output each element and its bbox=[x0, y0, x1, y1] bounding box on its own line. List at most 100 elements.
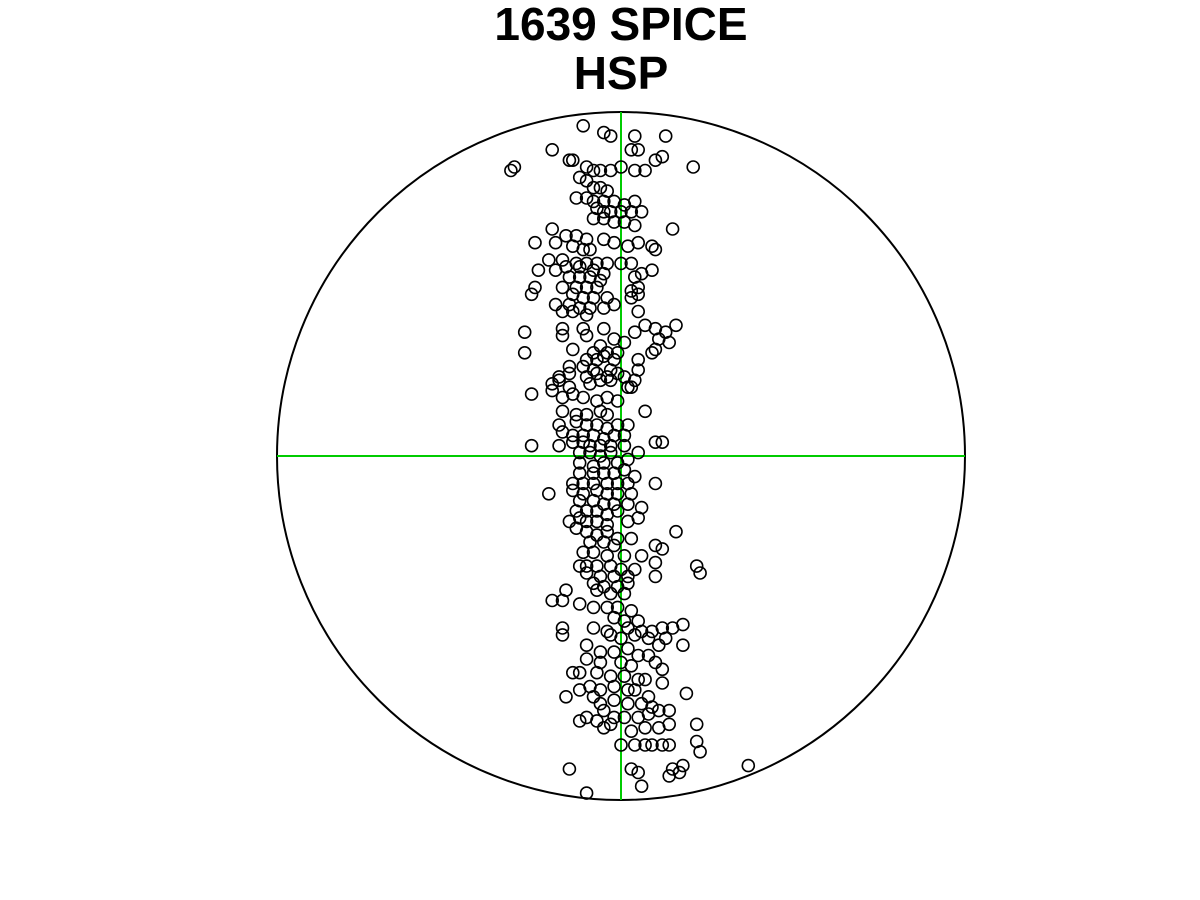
data-point bbox=[593, 696, 608, 711]
data-point bbox=[638, 738, 652, 752]
data-point bbox=[607, 679, 621, 694]
data-point bbox=[593, 683, 608, 697]
data-point bbox=[655, 676, 670, 690]
data-point bbox=[610, 531, 625, 546]
data-point bbox=[645, 239, 659, 253]
data-point bbox=[576, 390, 591, 405]
data-point bbox=[586, 194, 601, 209]
data-point bbox=[648, 153, 663, 167]
data-point bbox=[669, 318, 683, 333]
data-point bbox=[576, 242, 591, 257]
data-point bbox=[548, 297, 563, 312]
data-point bbox=[572, 301, 587, 315]
data-point bbox=[627, 373, 642, 388]
data-point bbox=[603, 445, 618, 460]
data-point bbox=[528, 235, 542, 250]
data-point bbox=[586, 163, 601, 178]
data-point bbox=[631, 765, 646, 780]
data-point bbox=[676, 617, 690, 632]
data-point bbox=[648, 476, 663, 491]
data-point bbox=[576, 321, 591, 336]
data-point bbox=[596, 720, 611, 735]
data-point bbox=[517, 325, 532, 340]
data-point bbox=[621, 621, 635, 635]
data-point bbox=[583, 242, 597, 257]
data-points bbox=[504, 119, 756, 800]
data-point bbox=[596, 456, 611, 470]
data-point bbox=[586, 180, 601, 195]
data-point bbox=[634, 548, 649, 563]
data-point bbox=[569, 191, 584, 205]
data-point bbox=[603, 129, 618, 143]
data-point bbox=[648, 342, 663, 357]
data-point bbox=[579, 352, 594, 367]
data-point bbox=[600, 345, 615, 360]
data-point bbox=[658, 129, 673, 143]
data-point bbox=[627, 683, 642, 697]
data-point bbox=[552, 373, 566, 388]
data-point bbox=[662, 738, 677, 752]
data-point bbox=[610, 394, 625, 408]
data-point bbox=[586, 600, 601, 615]
data-point bbox=[603, 586, 618, 601]
data-point bbox=[651, 638, 666, 653]
data-point bbox=[593, 180, 608, 195]
data-point bbox=[607, 297, 621, 312]
data-point bbox=[645, 700, 659, 714]
data-point bbox=[610, 345, 625, 360]
data-point bbox=[528, 280, 542, 295]
data-point bbox=[655, 149, 670, 164]
data-point bbox=[579, 638, 594, 653]
data-point bbox=[634, 624, 649, 639]
data-point bbox=[627, 218, 642, 233]
data-point bbox=[621, 497, 635, 512]
data-point bbox=[689, 717, 704, 732]
data-point bbox=[679, 686, 694, 701]
data-point bbox=[596, 703, 611, 718]
data-point bbox=[579, 328, 594, 343]
data-point bbox=[600, 600, 615, 615]
data-point bbox=[662, 717, 677, 732]
data-point bbox=[545, 376, 560, 391]
data-point bbox=[631, 304, 646, 319]
data-point bbox=[596, 266, 611, 281]
data-point bbox=[555, 253, 570, 267]
data-point bbox=[572, 683, 587, 697]
data-point bbox=[572, 597, 587, 611]
data-point bbox=[624, 284, 639, 298]
chart-title-line-2: HSP bbox=[574, 47, 669, 99]
data-point bbox=[593, 273, 608, 288]
data-point bbox=[634, 779, 649, 794]
data-point bbox=[593, 645, 608, 659]
data-point bbox=[627, 738, 642, 752]
data-point bbox=[583, 438, 597, 453]
data-point bbox=[638, 720, 652, 735]
data-point bbox=[648, 555, 663, 570]
data-point bbox=[627, 628, 642, 642]
data-point bbox=[559, 689, 573, 704]
data-point bbox=[624, 531, 639, 546]
data-point bbox=[565, 342, 580, 357]
data-point bbox=[662, 703, 677, 718]
data-point bbox=[627, 562, 642, 577]
data-point bbox=[576, 119, 591, 133]
data-point bbox=[631, 445, 646, 460]
data-point bbox=[545, 383, 560, 398]
data-point bbox=[565, 665, 580, 680]
data-point bbox=[686, 160, 701, 174]
data-point bbox=[621, 683, 635, 697]
data-point bbox=[576, 428, 591, 443]
data-point bbox=[610, 476, 625, 491]
data-point bbox=[603, 363, 618, 377]
data-point bbox=[579, 504, 594, 518]
data-point bbox=[562, 380, 577, 395]
data-point bbox=[586, 211, 601, 226]
data-point bbox=[555, 321, 570, 336]
data-point bbox=[610, 504, 625, 518]
data-point bbox=[631, 235, 646, 250]
data-point bbox=[662, 769, 677, 783]
data-point bbox=[693, 744, 707, 759]
data-point bbox=[555, 593, 570, 608]
data-point bbox=[555, 628, 570, 642]
data-point bbox=[541, 486, 556, 501]
